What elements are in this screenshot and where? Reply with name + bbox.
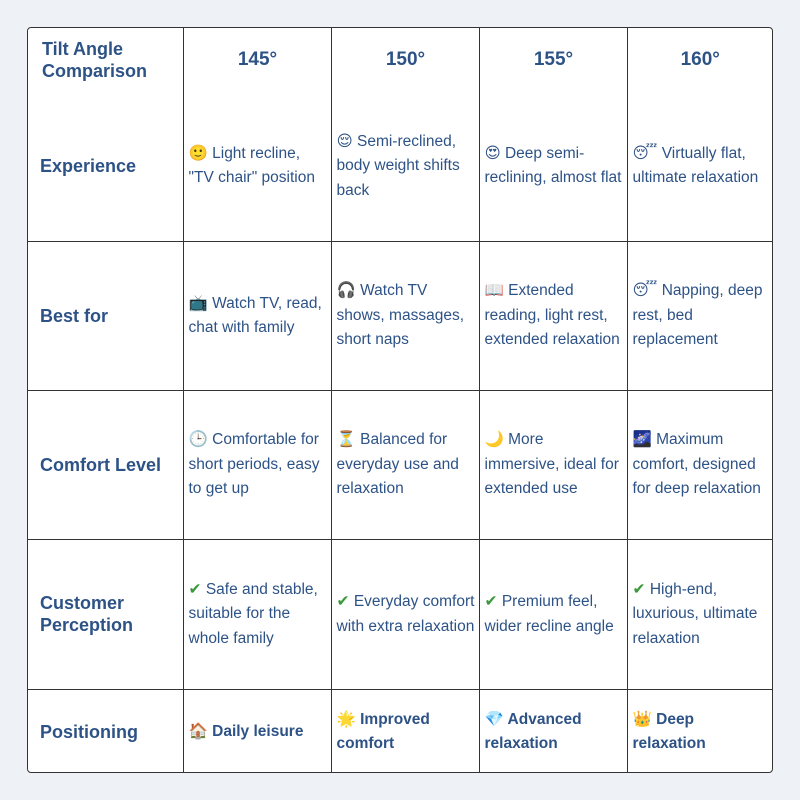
table-cell: 🎧 Watch TV shows, massages, short naps [330,240,480,391]
table-cell: 🙂 Light recline, "TV chair" position [182,91,332,242]
row-header: Positioning [28,688,184,772]
cell-icon: 📖 [484,281,504,300]
angle-header-160: 160° [626,28,772,91]
cell-icon: 😴 [632,281,658,300]
cell-text: Extended reading, light rest, extended r… [484,282,620,349]
cell-text: Semi-reclined, body weight shifts back [336,132,460,199]
cell-text: Watch TV, read, chat with family [188,294,322,337]
table-cell: 😍 Deep semi-reclining, almost flat [478,91,628,242]
cell-icon: 🕒 [188,430,208,449]
table-cell: ✔ Premium feel, wider recline angle [478,538,628,690]
cell-text: Deep semi-reclining, almost flat [484,144,622,187]
table-cell: 😴 Napping, deep rest, bed replacement [626,240,772,391]
cell-icon: ✔ [188,579,202,598]
cell-icon: 💎 [484,709,504,728]
cell-text: Daily leisure [212,723,304,740]
row-header: Customer Perception [28,538,184,690]
cell-text: Maximum comfort, designed for deep relax… [632,431,761,498]
corner-header: Tilt Angle Comparison [28,28,184,91]
cell-icon: 🌌 [632,430,652,449]
angle-header-145: 145° [182,28,332,91]
cell-icon: 🌟 [336,709,356,728]
cell-text: Watch TV shows, massages, short naps [336,282,465,349]
table-cell: 🏠 Daily leisure [182,688,332,772]
table-cell: ✔ High-end, luxurious, ultimate relaxati… [626,538,772,690]
row-header: Best for [28,240,184,391]
cell-icon: 😍 [484,143,501,162]
cell-text: Improved comfort [336,710,430,753]
table-row: Experience 🙂 Light recline, "TV chair" po… [28,91,772,242]
table-cell: 💎 Advanced relaxation [478,688,628,772]
row-header: Comfort Level [28,389,184,540]
table-cell: ✔ Everyday comfort with extra relaxation [330,538,480,690]
cell-text: Safe and stable, suitable for the whole … [188,580,318,647]
table-cell: 🌌 Maximum comfort, designed for deep rel… [626,389,772,540]
table-cell: 😌 Semi-reclined, body weight shifts back [330,91,480,242]
table-cell: 🌙 More immersive, ideal for extended use [478,389,628,540]
angle-header-155: 155° [478,28,628,91]
cell-icon: ⏳ [336,430,356,449]
cell-icon: 📺 [188,293,208,312]
table-row: Positioning 🏠 Daily leisure 🌟 Improved com… [28,688,772,772]
table-cell: 👑 Deep relaxation [626,688,772,772]
header-row: Tilt Angle Comparison 145° 150° 155° 160… [28,28,772,91]
cell-icon: 🏠 [188,722,208,740]
table-cell: 😴 Virtually flat, ultimate relaxation [626,91,772,242]
cell-text: More immersive, ideal for extended use [484,431,619,498]
table-cell: 🌟 Improved comfort [330,688,480,772]
angle-header-150: 150° [330,28,480,91]
cell-text: Comfortable for short periods, easy to g… [188,431,320,498]
table-cell: 📖 Extended reading, light rest, extended… [478,240,628,391]
cell-text: Premium feel, wider recline angle [484,593,614,635]
cell-icon: 😌 [336,131,353,150]
cell-text: Napping, deep rest, bed replacement [632,282,763,349]
cell-icon: ✔ [632,579,646,598]
cell-icon: 😴 [632,143,658,162]
cell-icon: 🙂 [188,143,208,162]
table-row: Customer Perception ✔ Safe and stable, su… [28,538,772,690]
table-row: Comfort Level 🕒 Comfortable for short per… [28,389,772,540]
cell-text: Balanced for everyday use and relaxation [336,431,459,498]
cell-icon: ✔ [484,592,498,610]
cell-text: Advanced relaxation [484,710,582,753]
table-cell: ⏳ Balanced for everyday use and relaxati… [330,389,480,540]
table-cell: 📺 Watch TV, read, chat with family [182,240,332,391]
tilt-angle-comparison-table: Tilt Angle Comparison 145° 150° 155° 160… [28,28,772,772]
row-header: Experience [28,91,184,242]
table-cell: ✔ Safe and stable, suitable for the whol… [182,538,332,690]
cell-text: Virtually flat, ultimate relaxation [632,144,759,187]
cell-text: Deep relaxation [632,710,706,753]
cell-icon: 🌙 [484,430,504,449]
comparison-table-container: Tilt Angle Comparison 145° 150° 155° 160… [27,27,773,773]
cell-text: Light recline, "TV chair" position [188,144,315,187]
cell-text: Everyday comfort with extra relaxation [336,593,475,635]
cell-text: High-end, luxurious, ultimate relaxation [632,580,758,647]
cell-icon: 👑 [632,709,652,728]
cell-icon: 🎧 [336,281,356,300]
table-cell: 🕒 Comfortable for short periods, easy to… [182,389,332,540]
cell-icon: ✔ [336,592,350,610]
table-row: Best for 📺 Watch TV, read, chat with fami… [28,240,772,391]
